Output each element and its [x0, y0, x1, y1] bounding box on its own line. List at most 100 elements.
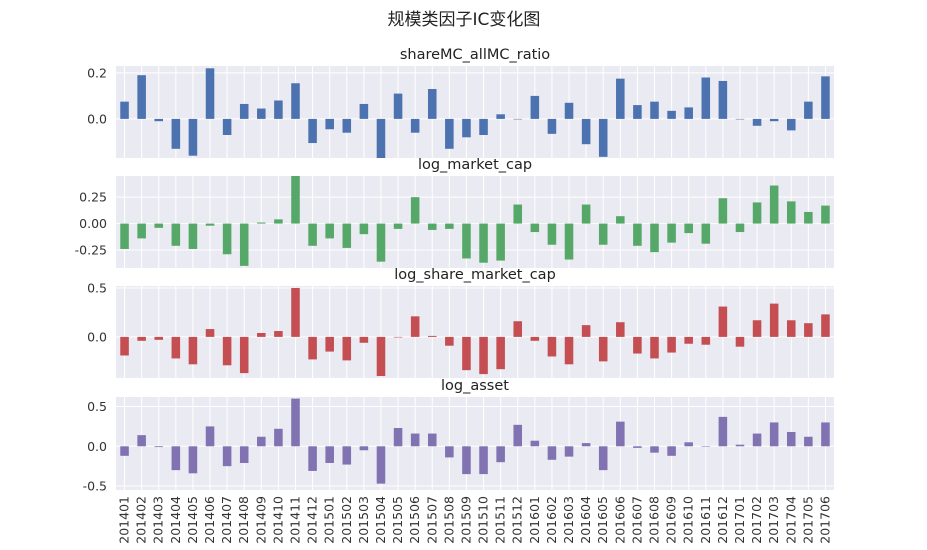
bar-201601: [530, 223, 540, 233]
bar-201411: [291, 83, 300, 119]
bar-201510: [479, 118, 488, 135]
bar-201506: [410, 433, 420, 447]
y-tick-label: 0.0: [87, 111, 107, 126]
bar-201511: [496, 446, 505, 463]
bar-201412: [308, 118, 317, 144]
bar-201612: [718, 80, 728, 119]
bar-201704: [786, 320, 796, 337]
bar-201608: [650, 446, 659, 453]
bar-201703: [769, 118, 779, 122]
bar-201702: [752, 320, 762, 337]
bar-201609: [667, 110, 676, 119]
bar-201502: [342, 223, 352, 248]
x-tick-label: 201701: [732, 496, 747, 544]
bar-201610: [684, 223, 693, 234]
bar-201509: [462, 223, 471, 259]
panel-background: [116, 286, 834, 378]
bar-201408: [239, 103, 249, 119]
bar-201403: [154, 223, 164, 228]
bar-201504: [376, 336, 386, 377]
bar-201509: [462, 336, 471, 371]
bar-201605: [598, 118, 608, 157]
bar-201501: [325, 446, 334, 463]
bar-201508: [445, 446, 454, 458]
bar-201706: [821, 76, 830, 119]
x-tick-label: 201501: [322, 496, 337, 544]
panel-title: log_share_market_cap: [394, 267, 556, 283]
bar-201510: [479, 223, 488, 263]
bar-201401: [120, 446, 129, 456]
bar-201604: [581, 443, 591, 447]
bar-201503: [359, 446, 369, 451]
bar-201502: [342, 336, 352, 361]
bar-201610: [684, 336, 693, 344]
x-tick-label: 201704: [783, 496, 798, 544]
x-tick-label: 201608: [647, 496, 662, 544]
bar-201605: [598, 446, 608, 471]
x-tick-label: 201503: [356, 496, 371, 544]
y-tick-label: 0.5: [87, 399, 107, 414]
bar-201504: [376, 446, 386, 484]
bar-201512: [513, 204, 523, 224]
panel-background: [116, 397, 834, 490]
bar-201607: [633, 446, 642, 448]
bar-201406: [205, 426, 215, 447]
bar-201408: [239, 336, 249, 374]
x-tick-label: 201412: [305, 496, 320, 544]
panel-3: 0.0 0.5 log_share_market_cap: [87, 267, 834, 378]
bar-201402: [137, 75, 146, 119]
bar-201703: [769, 422, 779, 447]
bar-201602: [547, 118, 557, 134]
bar-201405: [188, 446, 198, 474]
bar-201508: [445, 223, 454, 229]
bar-201408: [239, 223, 249, 266]
x-tick-label: 201510: [476, 496, 491, 544]
bar-201501: [325, 118, 334, 130]
bar-201603: [564, 223, 574, 260]
bar-201503: [359, 336, 369, 343]
bar-201407: [222, 336, 232, 366]
panel-title: log_asset: [441, 378, 509, 394]
bar-201602: [547, 223, 557, 245]
x-tick-label: 201604: [578, 496, 593, 544]
bar-201504: [376, 118, 386, 158]
bar-201610: [684, 442, 693, 447]
bar-201612: [718, 306, 728, 337]
bar-201603: [564, 336, 574, 365]
x-tick-label: 201511: [493, 496, 508, 544]
bar-201605: [598, 223, 608, 245]
x-tick-label: 201603: [561, 496, 576, 544]
bar-201606: [616, 421, 625, 447]
bar-201403: [154, 118, 164, 122]
bar-201611: [701, 336, 711, 345]
bar-201509: [462, 446, 471, 475]
bar-201607: [633, 223, 642, 246]
x-tick-label: 201402: [134, 496, 149, 544]
x-tick-label: 201401: [117, 496, 132, 544]
bar-201702: [752, 202, 762, 224]
x-tick-label: 201512: [510, 496, 525, 544]
bar-201411: [291, 287, 300, 337]
bar-201512: [513, 118, 523, 120]
x-tick-label: 201506: [407, 496, 422, 544]
bar-201410: [274, 331, 283, 337]
bar-201508: [445, 118, 454, 149]
bar-201404: [171, 336, 181, 359]
bar-201410: [274, 219, 283, 224]
bar-201507: [427, 433, 437, 447]
x-tick-label: 201408: [236, 496, 251, 544]
bar-201411: [291, 398, 300, 447]
x-tick-label: 201403: [151, 496, 166, 544]
x-tick-label: 201508: [441, 496, 456, 544]
bar-201602: [547, 446, 557, 460]
bar-201412: [308, 336, 317, 360]
y-tick-label: 0.5: [87, 280, 107, 295]
bar-201507: [427, 223, 437, 230]
bar-201702: [752, 118, 762, 126]
bar-201402: [137, 435, 146, 447]
bar-201602: [547, 336, 557, 357]
bar-201705: [804, 436, 813, 447]
bar-201412: [308, 446, 317, 471]
x-tick-label: 201507: [424, 496, 439, 544]
